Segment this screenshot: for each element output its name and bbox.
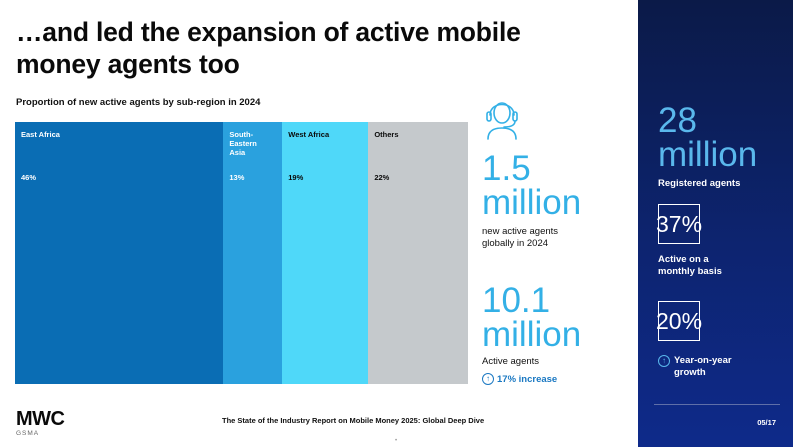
bar-segment: South- Eastern Asia 13% — [223, 122, 283, 384]
growth-pct: 20% — [656, 301, 702, 341]
arrow-up-circle-icon: ↑ — [482, 373, 494, 385]
arrow-up-circle-icon: ↑ — [658, 355, 670, 367]
monthly-active-pct: 37% — [656, 204, 702, 244]
segment-label: South- Eastern Asia — [229, 130, 257, 157]
registered-agents-value: 28 million — [658, 101, 758, 174]
report-title: The State of the Industry Report on Mobi… — [222, 416, 485, 425]
new-agents-desc: new active agents globally in 2024 — [482, 226, 559, 249]
stacked-bar-chart: East Africa 46% South- Eastern Asia 13% West A… — [15, 122, 468, 384]
page-number: 05/17 — [757, 418, 776, 427]
increase-text: 17% increase — [497, 373, 558, 385]
active-agents-desc: Active agents — [482, 356, 540, 367]
new-agents-value: 1.5 million — [482, 149, 582, 222]
headset-icon — [486, 102, 518, 140]
segment-value: 46% — [21, 173, 37, 182]
segment-label: East Africa — [21, 130, 60, 139]
mwc-logo: MWC GSMA — [16, 408, 65, 437]
segment-value: 19% — [288, 173, 304, 182]
active-agents-increase: ↑ 17% increase — [482, 373, 557, 385]
monthly-active-desc: Active on a monthly basis — [658, 254, 722, 277]
active-agents-value: 10.1 million — [482, 281, 582, 354]
footer-dot: • — [395, 438, 398, 444]
segment-value: 22% — [374, 173, 390, 182]
page-title: …and led the expansion of active mobile … — [16, 17, 521, 79]
bar-segment: West Africa 19% — [282, 122, 369, 384]
registered-agents-desc: Registered agents — [658, 178, 741, 189]
segment-label: Others — [374, 130, 399, 139]
side-panel: 28 million Registered agents 37% Active … — [638, 0, 793, 447]
chart-subtitle: Proportion of new active agents by sub-r… — [16, 97, 261, 108]
segment-label: West Africa — [288, 130, 330, 139]
panel-divider — [654, 404, 780, 405]
growth-desc: ↑ Year-on-year growth — [658, 355, 732, 379]
bar-segment: Others 22% — [368, 122, 468, 384]
bar-segment: East Africa 46% — [15, 122, 224, 384]
segment-value: 13% — [229, 173, 245, 182]
